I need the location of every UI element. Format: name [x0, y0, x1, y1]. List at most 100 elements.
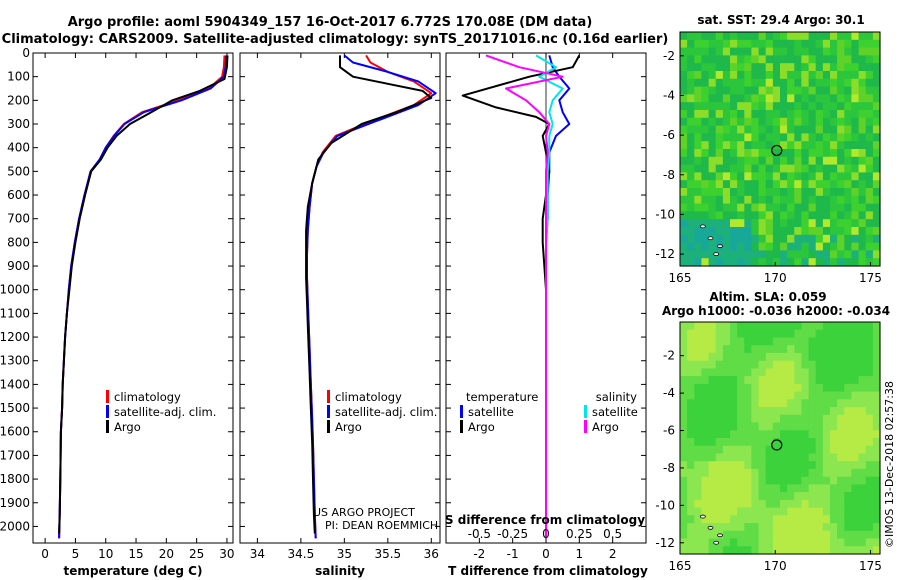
heatmap-cell — [772, 360, 781, 369]
heatmap-cell — [780, 329, 788, 338]
heatmap-cell — [765, 125, 774, 134]
heatmap-cell — [801, 360, 810, 369]
heatmap-cell — [751, 352, 760, 362]
heatmap-cell — [865, 445, 874, 454]
heatmap-cell — [872, 180, 881, 189]
heatmap-cell — [708, 39, 717, 49]
heatmap-cell — [694, 32, 702, 41]
heatmap-cell — [865, 399, 874, 408]
heatmap-cell — [708, 78, 717, 88]
heatmap-cell — [737, 376, 745, 385]
heatmap-cell — [872, 55, 881, 64]
heatmap-cell — [715, 476, 724, 485]
heatmap-cell — [815, 352, 824, 362]
heatmap-cell — [744, 172, 752, 181]
heatmap-cell — [744, 211, 752, 220]
heatmap-cell — [801, 164, 810, 173]
heatmap-cell — [865, 63, 874, 72]
heatmap-cell — [694, 219, 702, 228]
heatmap-cell — [772, 507, 781, 516]
heatmap-cell — [780, 360, 788, 369]
heatmap-cell — [808, 164, 817, 173]
heatmap-cell — [865, 391, 874, 400]
heatmap-cell — [722, 242, 731, 251]
island — [707, 525, 714, 530]
heatmap-cell — [872, 515, 881, 524]
heatmap-cell — [801, 86, 810, 95]
heatmap-cell — [815, 484, 824, 493]
heatmap-cell — [830, 360, 838, 369]
y-tick-label: 400 — [7, 141, 30, 155]
heatmap-cell — [694, 258, 702, 267]
heatmap-cell — [787, 368, 795, 377]
heatmap-cell — [865, 133, 874, 142]
heatmap-cell — [794, 102, 802, 111]
heatmap-cell — [744, 203, 752, 212]
heatmap-cell — [701, 422, 710, 431]
heatmap-cell — [794, 538, 802, 547]
heatmap-cell — [680, 133, 688, 142]
heatmap-cell — [730, 258, 738, 267]
x-tick-label: 25 — [189, 547, 204, 561]
heatmap-cell — [851, 55, 860, 64]
heatmap-cell — [815, 156, 824, 166]
heatmap-cell — [737, 195, 745, 205]
heatmap-cell — [694, 492, 702, 501]
heatmap-cell — [794, 219, 802, 228]
heatmap-cell — [780, 345, 788, 354]
heatmap-cell — [822, 258, 831, 267]
heatmap-cell — [787, 329, 795, 338]
heatmap-cell — [844, 78, 852, 88]
heatmap-cell — [758, 445, 767, 454]
heatmap-cell — [808, 445, 817, 454]
heatmap-cell — [708, 345, 717, 354]
heatmap-cell — [687, 234, 695, 244]
heatmap-cell — [722, 102, 731, 111]
heatmap-cell — [751, 47, 760, 56]
heatmap-cell — [801, 149, 810, 158]
heatmap-cell — [701, 468, 710, 478]
heatmap-cell — [851, 133, 860, 142]
heatmap-cell — [772, 523, 781, 532]
heatmap-cell — [772, 55, 781, 64]
heatmap-cell — [794, 86, 802, 95]
heatmap-cell — [765, 345, 774, 354]
heatmap-cell — [680, 507, 688, 516]
heatmap-cell — [794, 39, 802, 49]
heatmap-cell — [837, 368, 845, 377]
heatmap-cell — [737, 125, 745, 134]
heatmap-cell — [751, 414, 760, 424]
heatmap-cell — [794, 391, 802, 400]
heatmap-cell — [780, 445, 788, 454]
heatmap-cell — [701, 368, 710, 377]
heatmap-cell — [780, 149, 788, 158]
heatmap-cell — [830, 461, 838, 470]
heatmap-cell — [708, 227, 717, 236]
heatmap-cell — [830, 538, 838, 547]
heatmap-cell — [815, 219, 824, 228]
heatmap-cell — [844, 219, 852, 228]
heatmap-cell — [858, 492, 867, 501]
heatmap-cell — [730, 133, 738, 142]
heatmap-cell — [787, 515, 795, 524]
heatmap-cell — [722, 492, 731, 501]
heatmap-cell — [858, 515, 867, 524]
y-tick-label: 1200 — [0, 330, 30, 344]
heatmap-cell — [722, 329, 731, 338]
heatmap-cell — [872, 430, 881, 439]
heatmap-cell — [694, 468, 702, 478]
heatmap-cell — [680, 47, 688, 56]
heatmap-cell — [715, 78, 724, 88]
heatmap-cell — [744, 352, 752, 362]
heatmap-cell — [872, 47, 881, 56]
heatmap-cell — [865, 546, 874, 555]
island — [713, 540, 720, 545]
heatmap-cell — [851, 227, 860, 236]
heatmap-cell — [780, 141, 788, 150]
heatmap-cell — [787, 234, 795, 244]
heatmap-cell — [680, 523, 688, 532]
heatmap-cell — [730, 149, 738, 158]
heatmap-cell — [830, 445, 838, 454]
heatmap-cell — [822, 345, 831, 354]
heatmap-cell — [708, 438, 717, 447]
